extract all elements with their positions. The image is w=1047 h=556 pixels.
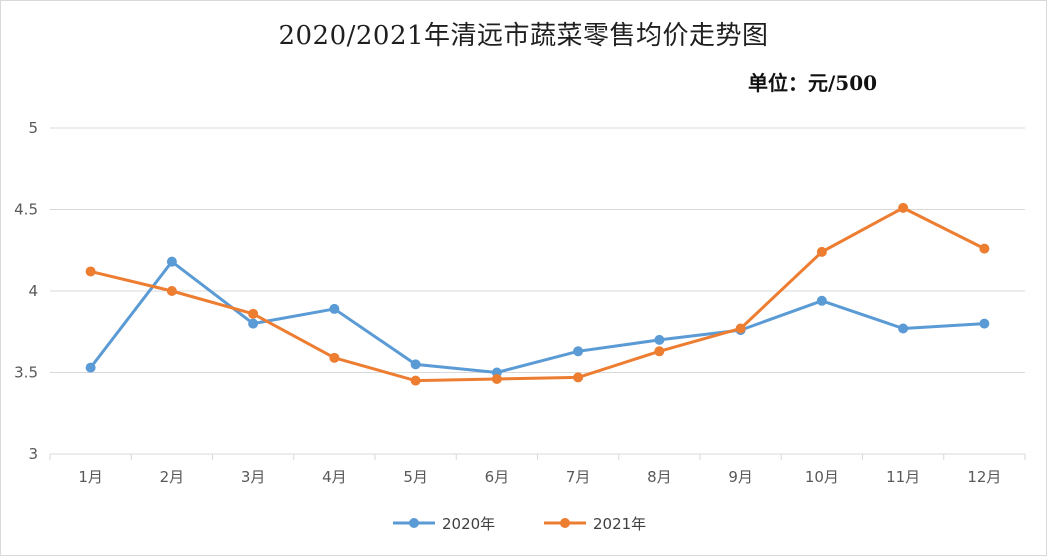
series-line [89, 206, 986, 383]
x-tick-label: 6月 [485, 468, 510, 486]
legend-swatch-marker [560, 518, 570, 528]
series-2020年 [85, 256, 990, 378]
data-point [329, 352, 340, 363]
unit-label: 单位：元/500 [748, 71, 878, 95]
data-point [979, 243, 990, 254]
data-point [166, 256, 177, 267]
data-point [248, 308, 259, 319]
data-point [85, 266, 96, 277]
x-tick-label: 11月 [886, 468, 920, 486]
x-tick-label: 8月 [647, 468, 672, 486]
data-point [654, 334, 665, 345]
gridlines [50, 127, 1025, 455]
data-point [898, 202, 909, 213]
data-point [898, 323, 909, 334]
y-tick-label: 3 [28, 445, 38, 463]
legend-label: 2021年 [593, 515, 646, 533]
data-point [248, 318, 259, 329]
data-point [735, 323, 746, 334]
data-point [410, 359, 421, 370]
y-tick-label: 4 [28, 282, 38, 300]
legend: 2020年 2021年 [393, 515, 646, 533]
x-tick-label: 9月 [728, 468, 753, 486]
x-tick-label: 4月 [322, 468, 347, 486]
data-point [816, 295, 827, 306]
legend-item: 2020年 [393, 515, 495, 533]
data-point [573, 372, 584, 383]
x-tick-label: 3月 [241, 468, 266, 486]
data-point [166, 286, 177, 296]
series-group [85, 202, 990, 386]
y-axis-ticks: 3 3.5 4 4.5 5 [14, 119, 38, 463]
data-point [85, 362, 96, 373]
y-tick-label: 5 [28, 119, 38, 137]
y-tick-label: 4.5 [14, 201, 38, 219]
data-point [491, 374, 502, 385]
x-tick-label: 12月 [967, 468, 1001, 486]
x-tick-label: 5月 [403, 468, 428, 486]
x-axis-ticks: 1月 2月 3月 4月 5月 6月 7月 8月 9月 10月 11月 12月 [49, 454, 1026, 486]
series-2021年 [85, 202, 990, 386]
series-line [89, 260, 986, 374]
data-point [329, 303, 340, 314]
legend-swatch-marker [409, 518, 419, 528]
y-tick-label: 3.5 [14, 364, 38, 382]
data-point [979, 318, 990, 329]
data-point [573, 346, 584, 357]
x-tick-label: 2月 [160, 468, 185, 486]
x-tick-label: 10月 [805, 468, 839, 486]
legend-label: 2020年 [442, 515, 495, 533]
legend-item: 2021年 [544, 515, 646, 533]
chart-title: 2020/2021年清远市蔬菜零售均价走势图 [278, 21, 769, 51]
data-point [654, 346, 665, 357]
x-tick-label: 1月 [78, 468, 103, 486]
x-tick-label: 7月 [566, 468, 591, 486]
data-point [816, 246, 827, 257]
data-point [410, 375, 421, 386]
